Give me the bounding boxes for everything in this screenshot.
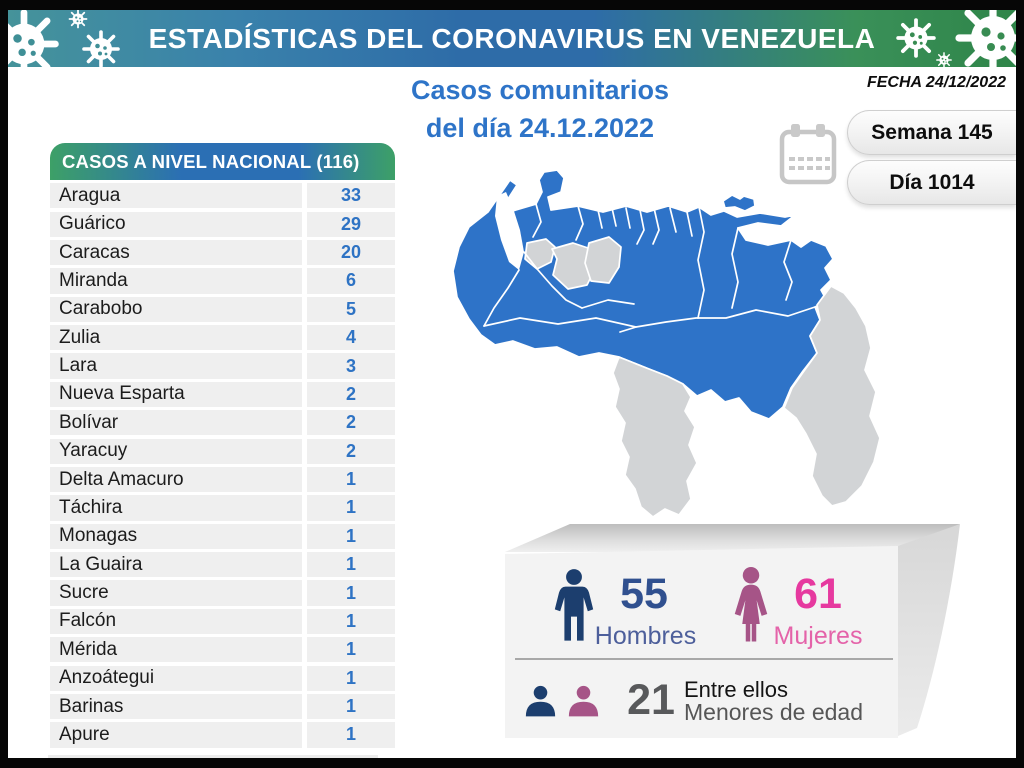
state-name: Caracas xyxy=(50,239,302,266)
table-row: Zulia 4 xyxy=(50,325,395,351)
infographic-page: ESTADÍSTICAS DEL CORONAVIRUS EN VENEZUEL… xyxy=(8,10,1016,758)
state-cases: 3 xyxy=(307,353,395,379)
table-row: Carabobo 5 xyxy=(50,296,395,322)
table-row: Mérida 1 xyxy=(50,637,395,663)
mujeres-value: 61 xyxy=(794,570,842,618)
state-name: Táchira xyxy=(50,495,302,521)
state-cases: 1 xyxy=(307,722,395,748)
state-name: Mérida xyxy=(50,637,302,663)
state-cases: 4 xyxy=(307,325,395,351)
state-name: Apure xyxy=(50,722,302,748)
page-title-line2: del día 24.12.2022 xyxy=(425,113,655,143)
table-row: Apure 1 xyxy=(50,722,395,748)
table-footer-strip xyxy=(48,755,378,758)
state-name: Delta Amacuro xyxy=(50,466,302,493)
table-rows: Aragua 33 Guárico 29 Caracas 20 Miranda … xyxy=(50,183,395,748)
state-cases: 20 xyxy=(307,239,395,266)
state-cases: 2 xyxy=(307,381,395,407)
menores-value: 21 xyxy=(627,676,675,724)
mujeres-label: Mujeres xyxy=(773,622,863,650)
table-row: Miranda 6 xyxy=(50,268,395,294)
calendar-icon xyxy=(779,124,837,185)
state-cases: 1 xyxy=(307,580,395,606)
table-row: La Guaira 1 xyxy=(50,552,395,578)
state-name: Nueva Esparta xyxy=(50,381,302,407)
stats-panel xyxy=(505,524,960,738)
table-row: Guárico 29 xyxy=(50,211,395,237)
table-row: Monagas 1 xyxy=(50,523,395,549)
state-cases: 2 xyxy=(307,438,395,464)
state-cases: 2 xyxy=(307,410,395,436)
semana-badge: Semana 145 xyxy=(847,110,1016,155)
woman-icon xyxy=(734,567,768,642)
app-title: ESTADÍSTICAS DEL CORONAVIRUS EN VENEZUEL… xyxy=(148,22,876,54)
state-name: Bolívar xyxy=(50,410,302,436)
table-row: Lara 3 xyxy=(50,353,395,379)
state-cases: 5 xyxy=(307,296,395,322)
state-cases: 1 xyxy=(307,552,395,578)
state-cases: 1 xyxy=(307,495,395,521)
state-cases: 1 xyxy=(307,637,395,663)
state-cases: 1 xyxy=(307,466,395,493)
state-name: Aragua xyxy=(50,183,302,209)
table-row: Aragua 33 xyxy=(50,183,395,209)
state-name: Sucre xyxy=(50,580,302,606)
header-banner: ESTADÍSTICAS DEL CORONAVIRUS EN VENEZUEL… xyxy=(8,10,1016,67)
minors-man-icon xyxy=(525,685,556,717)
table-row: Falcón 1 xyxy=(50,608,395,634)
state-name: Zulia xyxy=(50,325,302,351)
venezuela-map xyxy=(452,169,881,518)
state-cases: 6 xyxy=(307,268,395,294)
state-name: Yaracuy xyxy=(50,438,302,464)
table-row: Delta Amacuro 1 xyxy=(50,466,395,493)
fecha-label: FECHA 24/12/2022 xyxy=(866,74,1006,91)
table-row: Bolívar 2 xyxy=(50,410,395,436)
table-row: Táchira 1 xyxy=(50,495,395,521)
state-name: Miranda xyxy=(50,268,302,294)
hombres-label: Hombres xyxy=(594,622,697,650)
state-cases: 29 xyxy=(307,211,395,237)
menores-text: Entre ellos Menores de edad xyxy=(684,678,863,724)
menores-line1: Entre ellos xyxy=(684,677,788,702)
state-cases: 1 xyxy=(307,608,395,634)
table-row: Nueva Esparta 2 xyxy=(50,381,395,407)
table-row: Caracas 20 xyxy=(50,239,395,266)
table-row: Barinas 1 xyxy=(50,693,395,720)
state-cases: 33 xyxy=(307,183,395,209)
table-row: Sucre 1 xyxy=(50,580,395,606)
menores-line2: Menores de edad xyxy=(684,699,864,725)
state-cases: 1 xyxy=(307,693,395,720)
state-name: Falcón xyxy=(50,608,302,634)
state-name: Barinas xyxy=(50,693,302,720)
dia-badge: Día 1014 xyxy=(847,160,1016,205)
cases-table-header: CASOS A NIVEL NACIONAL (116) xyxy=(50,143,395,180)
state-cases: 1 xyxy=(307,665,395,691)
hombres-value: 55 xyxy=(620,570,668,618)
table-row: Anzoátegui 1 xyxy=(50,665,395,691)
state-name: Anzoátegui xyxy=(50,665,302,691)
cases-table: CASOS A NIVEL NACIONAL (116) Aragua 33 G… xyxy=(50,143,395,748)
page-title-line1: Casos comunitarios xyxy=(410,75,670,105)
state-name: Lara xyxy=(50,353,302,379)
panel-divider xyxy=(515,658,893,660)
table-row: Yaracuy 2 xyxy=(50,438,395,464)
state-cases: 1 xyxy=(307,523,395,549)
state-name: La Guaira xyxy=(50,552,302,578)
state-name: Monagas xyxy=(50,523,302,549)
state-name: Carabobo xyxy=(50,296,302,322)
man-icon xyxy=(554,569,594,641)
minors-woman-icon xyxy=(568,685,599,717)
page-title: Casos comunitarios del día 24.12.2022 xyxy=(330,71,750,147)
state-name: Guárico xyxy=(50,211,302,237)
